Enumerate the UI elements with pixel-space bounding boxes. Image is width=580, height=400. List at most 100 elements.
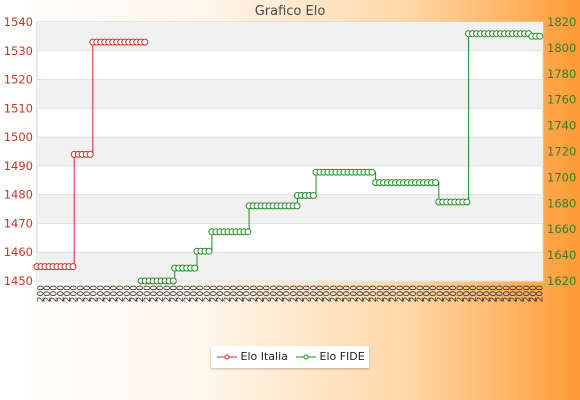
y-right-tick-label: 1780 (547, 67, 576, 81)
x-tick-label: 200 (136, 285, 146, 302)
y-right-tick-label: 1700 (547, 170, 576, 184)
y-left-tick-label: 1450 (4, 274, 33, 288)
x-tick-label: 200 (56, 285, 66, 302)
x-tick-label: 200 (123, 285, 133, 302)
data-point (191, 264, 199, 272)
data-point (368, 168, 376, 176)
x-tick-label: 200 (163, 285, 173, 302)
x-tick-label: 200 (422, 285, 432, 302)
grid-band (37, 137, 543, 166)
grid-band (37, 79, 543, 109)
x-tick-label: 200 (522, 285, 532, 302)
x-tick-label: 200 (249, 285, 259, 302)
data-point (536, 32, 544, 40)
legend: Elo Italia Elo FIDE (211, 346, 369, 368)
x-tick-label: 200 (203, 285, 213, 302)
data-point (169, 277, 177, 285)
x-tick-label: 200 (316, 285, 326, 302)
grid-band (37, 22, 543, 51)
data-point (463, 198, 471, 206)
x-tick-label: 200 (269, 285, 279, 302)
legend-label-elo-italia: Elo Italia (240, 350, 288, 363)
x-tick-label: 200 (196, 285, 206, 302)
data-point (244, 228, 252, 236)
legend-marker-elo-italia (217, 354, 237, 360)
x-tick-label: 200 (223, 285, 233, 302)
x-tick-label: 200 (442, 285, 452, 302)
x-tick-label: 200 (63, 285, 73, 302)
legend-label-elo-fide: Elo FIDE (319, 350, 365, 363)
x-tick-label: 200 (43, 285, 53, 302)
x-tick-label: 200 (496, 285, 506, 302)
y-left-tick-label: 1510 (4, 101, 33, 115)
x-tick-label: 200 (349, 285, 359, 302)
data-point (432, 179, 440, 187)
data-point (293, 202, 301, 210)
x-tick-label: 200 (103, 285, 113, 302)
x-tick-label: 200 (369, 285, 379, 302)
y-left-tick-label: 1500 (4, 130, 33, 144)
x-tick-label: 200 (176, 285, 186, 302)
x-tick-label: 200 (462, 285, 472, 302)
x-tick-label: 200 (236, 285, 246, 302)
x-tick-label: 200 (289, 285, 299, 302)
x-tick-label: 200 (336, 285, 346, 302)
grid-band (37, 252, 543, 281)
x-tick-label: 200 (143, 285, 153, 302)
x-tick-label: 200 (429, 285, 439, 302)
x-tick-label: 200 (396, 285, 406, 302)
x-tick-label: 200 (130, 285, 140, 302)
y-right-tick-label: 1740 (547, 119, 576, 133)
x-tick-label: 200 (469, 285, 479, 302)
x-tick-label: 200 (489, 285, 499, 302)
x-tick-label: 200 (263, 285, 273, 302)
x-tick-label: 200 (343, 285, 353, 302)
x-tick-label: 200 (83, 285, 93, 302)
x-tick-label: 200 (150, 285, 160, 302)
x-tick-label: 200 (376, 285, 386, 302)
x-tick-label: 200 (436, 285, 446, 302)
x-tick-label: 200 (363, 285, 373, 302)
x-tick-label: 200 (309, 285, 319, 302)
x-tick-label: 200 (70, 285, 80, 302)
x-tick-label: 200 (529, 285, 539, 302)
x-tick-label: 200 (516, 285, 526, 302)
x-tick-label: 200 (409, 285, 419, 302)
legend-item-elo-italia: Elo Italia (217, 350, 288, 364)
x-tick-label: 200 (216, 285, 226, 302)
x-tick-label: 200 (110, 285, 120, 302)
y-left-tick-label: 1490 (4, 159, 33, 173)
y-right-tick-label: 1720 (547, 145, 576, 159)
x-tick-label: 200 (116, 285, 126, 302)
y-right-tick-label: 1800 (547, 41, 576, 55)
x-tick-label: 200 (183, 285, 193, 302)
legend-marker-elo-fide (296, 354, 316, 360)
y-left-tick-label: 1480 (4, 188, 33, 202)
y-right-tick-label: 1640 (547, 248, 576, 262)
x-tick-label: 200 (509, 285, 519, 302)
x-tick-label: 200 (90, 285, 100, 302)
x-tick-label: 200 (256, 285, 266, 302)
x-tick-label: 200 (169, 285, 179, 302)
chart-title: Grafico Elo (254, 4, 326, 19)
y-right-tick-label: 1760 (547, 93, 576, 107)
data-point (309, 192, 317, 199)
x-tick-label: 200 (356, 285, 366, 302)
y-right-tick-label: 1660 (547, 222, 576, 236)
x-tick-label: 200 (189, 285, 199, 302)
x-tick-label: 200 (416, 285, 426, 302)
x-tick-label: 200 (303, 285, 313, 302)
data-point (141, 38, 149, 46)
x-tick-label: 200 (209, 285, 219, 302)
x-tick-label: 200 (156, 285, 166, 302)
x-tick-label: 200 (50, 285, 60, 302)
x-tick-label: 200 (476, 285, 486, 302)
y-right-tick-label: 1820 (547, 15, 576, 29)
y-left-tick-label: 1520 (4, 73, 33, 87)
x-tick-label: 200 (36, 285, 46, 302)
x-tick-label: 200 (536, 285, 546, 302)
x-tick-label: 200 (283, 285, 293, 302)
x-tick-label: 200 (96, 285, 106, 302)
